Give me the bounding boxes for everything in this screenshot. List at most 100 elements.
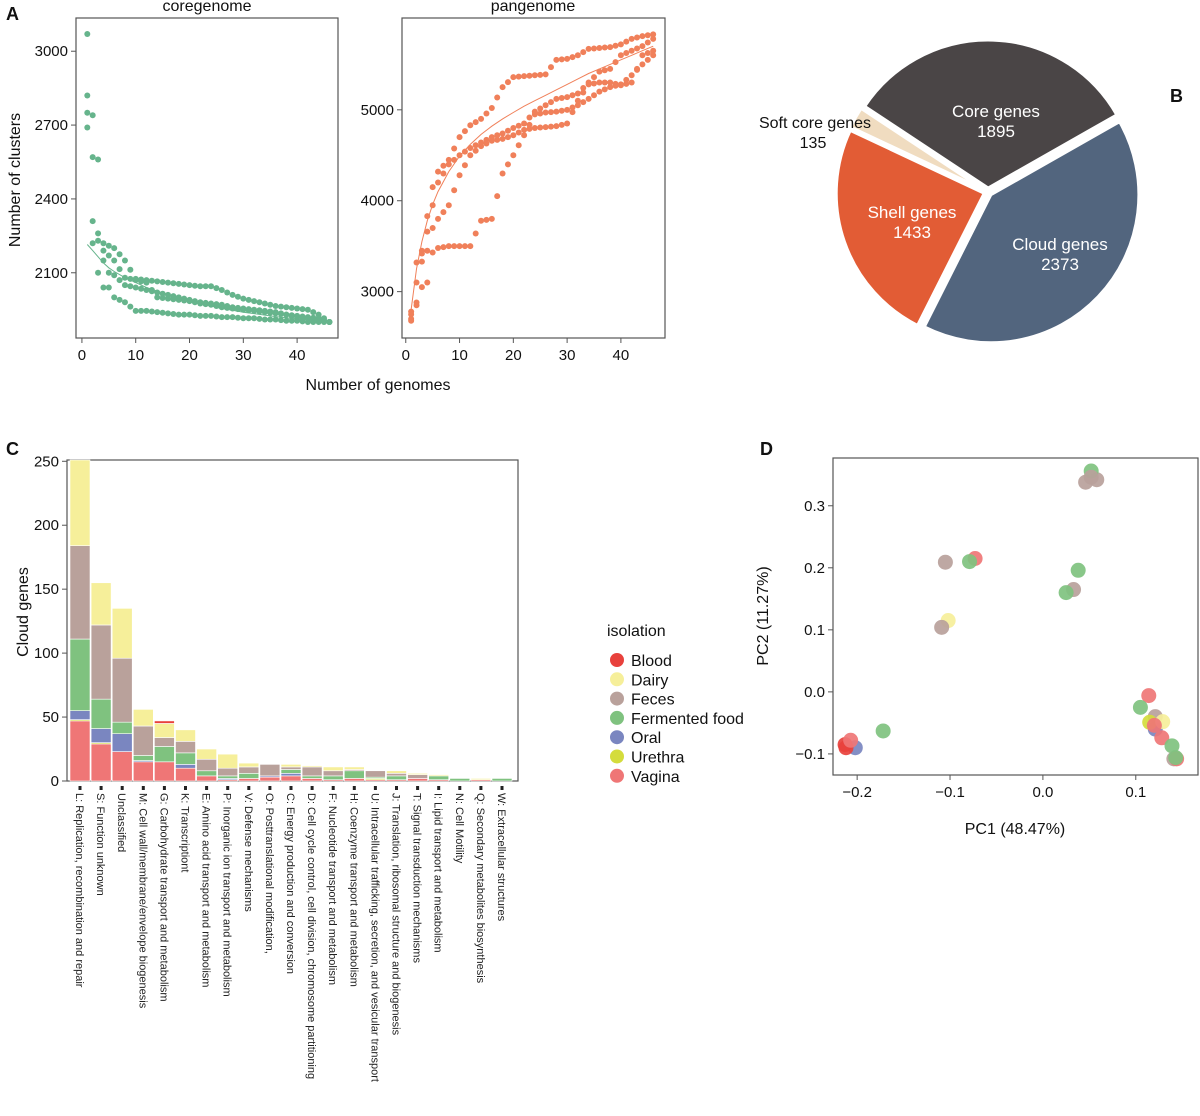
bar-segment: [238, 778, 260, 782]
coregenome-point: [208, 312, 215, 319]
bar-segment: [280, 769, 302, 774]
coregenome-point: [261, 316, 268, 323]
bar-segment: [217, 753, 238, 769]
pangenome-point: [472, 142, 479, 149]
coregenome-point: [208, 300, 215, 307]
bar-segment: [69, 459, 91, 546]
coregenome-point: [218, 287, 225, 293]
coregenome-x-tick-label: 20: [181, 347, 198, 364]
category-label: T: Signal transduction mechanisms: [411, 793, 423, 963]
category-tick: [373, 786, 377, 790]
bar-segment: [90, 728, 112, 743]
pca-y-tick-label: 0.3: [804, 498, 825, 515]
pangenome-point: [639, 43, 646, 50]
pangenome-x-tick-label: 30: [559, 347, 576, 364]
pangenome-point: [537, 124, 544, 131]
pangenome-point: [607, 84, 614, 91]
coregenome-point: [89, 240, 96, 247]
pangenome-point: [601, 86, 608, 93]
bar-segment: [470, 778, 492, 781]
category-tick: [120, 786, 124, 790]
coregenome-point: [170, 280, 177, 287]
pangenome-point: [424, 228, 431, 235]
pangenome-point: [488, 137, 495, 144]
coregenome-point: [100, 240, 107, 247]
pangenome-point: [580, 99, 587, 106]
coregenome-point: [164, 310, 171, 317]
pangenome-point: [526, 114, 533, 121]
coregenome-point: [240, 295, 247, 302]
bar-segment: [386, 775, 407, 781]
pangenome-x-tick-label: 10: [451, 347, 468, 364]
bar-segment: [428, 774, 450, 777]
pca-point: [962, 554, 978, 570]
category-tick: [78, 786, 82, 790]
pangenome-point: [424, 247, 431, 254]
pangenome-point: [607, 79, 614, 86]
bar-segment: [322, 775, 344, 781]
coregenome-x-tick-label: 10: [127, 347, 144, 364]
pca-point: [1154, 730, 1170, 746]
coregenome-point: [138, 278, 145, 285]
bar-segment: [322, 770, 344, 777]
pangenome-point: [628, 72, 635, 79]
pangenome-point: [644, 50, 651, 56]
coregenome-point: [277, 310, 284, 317]
coregenome-point: [138, 307, 145, 314]
coregenome-point: [267, 316, 274, 323]
coregenome-point: [143, 307, 150, 314]
category-label: S: Function unknown: [94, 793, 106, 896]
coregenome-point: [105, 269, 112, 276]
pca-point: [1168, 750, 1184, 766]
category-label: E: Amino acid transport and metabolism: [200, 793, 212, 987]
coregenome-point: [251, 306, 258, 313]
pangenome-point: [429, 184, 436, 191]
bar-segment: [175, 764, 196, 769]
coregenome-x-tick-label: 40: [289, 347, 306, 364]
pangenome-point: [483, 216, 490, 223]
bar-y-tick-label: 250: [34, 453, 59, 470]
pangenome-point: [526, 121, 533, 128]
category-label: N: Cell Motility: [453, 793, 465, 864]
pangenome-point: [553, 95, 560, 102]
coregenome-point: [197, 312, 204, 319]
category-tick: [141, 786, 145, 790]
pangenome-point: [542, 124, 549, 131]
coregenome-point: [261, 307, 268, 314]
bar-segment: [175, 767, 196, 782]
pangenome-point: [494, 136, 501, 143]
legend-item-label: Vagina: [631, 769, 680, 786]
pangenome-point: [574, 52, 581, 59]
category-label: U: Intracellular trafficking, secretion,…: [368, 793, 380, 1082]
pangenome-point: [628, 35, 635, 42]
pangenome-point: [440, 170, 447, 177]
coregenome-point: [261, 300, 268, 307]
panel-a-x-axis-label: Number of genomes: [306, 377, 451, 394]
bar-segment: [133, 725, 154, 756]
bar-segment: [217, 767, 238, 777]
pangenome-point: [461, 162, 468, 169]
coregenome-point: [111, 245, 118, 252]
coregenome-point: [154, 294, 161, 301]
coregenome-point: [208, 283, 215, 290]
category-tick: [268, 786, 272, 790]
bar-segment: [407, 778, 428, 782]
legend-swatch: [610, 691, 624, 706]
pangenome-point: [418, 250, 425, 257]
coregenome-point: [186, 311, 193, 318]
coregenome-point: [84, 31, 91, 37]
pangenome-point: [580, 89, 587, 96]
pangenome-point: [639, 52, 646, 59]
pangenome-point: [531, 111, 538, 118]
pangenome-point: [435, 179, 442, 186]
coregenome-point: [132, 307, 139, 314]
category-label: O: Posttranslational modification,: [263, 793, 275, 954]
coregenome-frame: [75, 17, 339, 339]
pangenome-frame: [401, 17, 666, 339]
bar-segment: [69, 545, 91, 640]
coregenome-point: [191, 312, 198, 319]
coregenome-point: [234, 293, 241, 300]
bar-segment: [301, 775, 323, 779]
bar-segment: [259, 764, 281, 777]
pangenome-y-tick-label: 4000: [361, 193, 394, 210]
